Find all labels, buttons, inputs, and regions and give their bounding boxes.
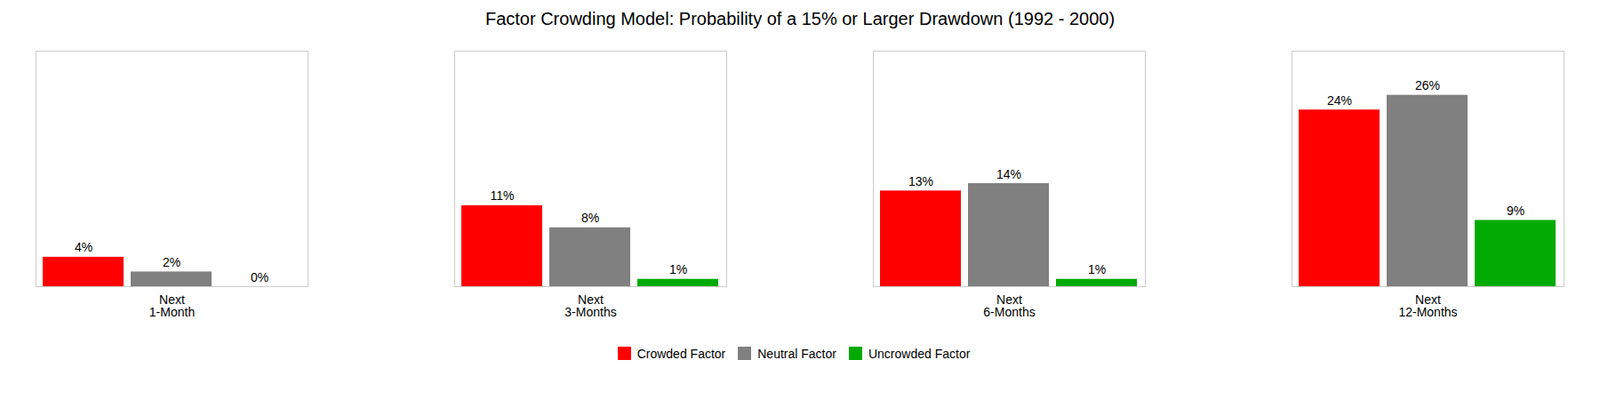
svg-text:Next3-Months: Next3-Months [564, 292, 616, 320]
svg-text:11%: 11% [490, 188, 515, 203]
svg-text:1%: 1% [1088, 262, 1106, 277]
svg-text:Next1-Month: Next1-Month [149, 292, 195, 320]
html-text:Factor Crowding Model: Probabi: Factor Crowding Model: Probability of a … [485, 8, 1115, 29]
svg-text:9%: 9% [1506, 203, 1525, 218]
svg-text:4%: 4% [74, 240, 93, 255]
svg-text:8%: 8% [581, 210, 600, 225]
html-text:Neutral Factor: Neutral Factor [757, 346, 837, 361]
svg-text:1%: 1% [669, 262, 688, 277]
html-text:Crowded Factor: Crowded Factor [637, 346, 726, 361]
svg-text:14%: 14% [996, 167, 1022, 182]
svg-text:2%: 2% [162, 255, 181, 270]
svg-text:24%: 24% [1327, 93, 1352, 108]
svg-text:26%: 26% [1415, 78, 1440, 93]
html-text:Uncrowded Factor: Uncrowded Factor [868, 346, 971, 361]
svg-text:Next12-Months: Next12-Months [1398, 292, 1457, 320]
svg-text:0%: 0% [250, 270, 269, 285]
svg-text:13%: 13% [908, 174, 934, 189]
svg-text:Next6-Months: Next6-Months [983, 292, 1035, 320]
